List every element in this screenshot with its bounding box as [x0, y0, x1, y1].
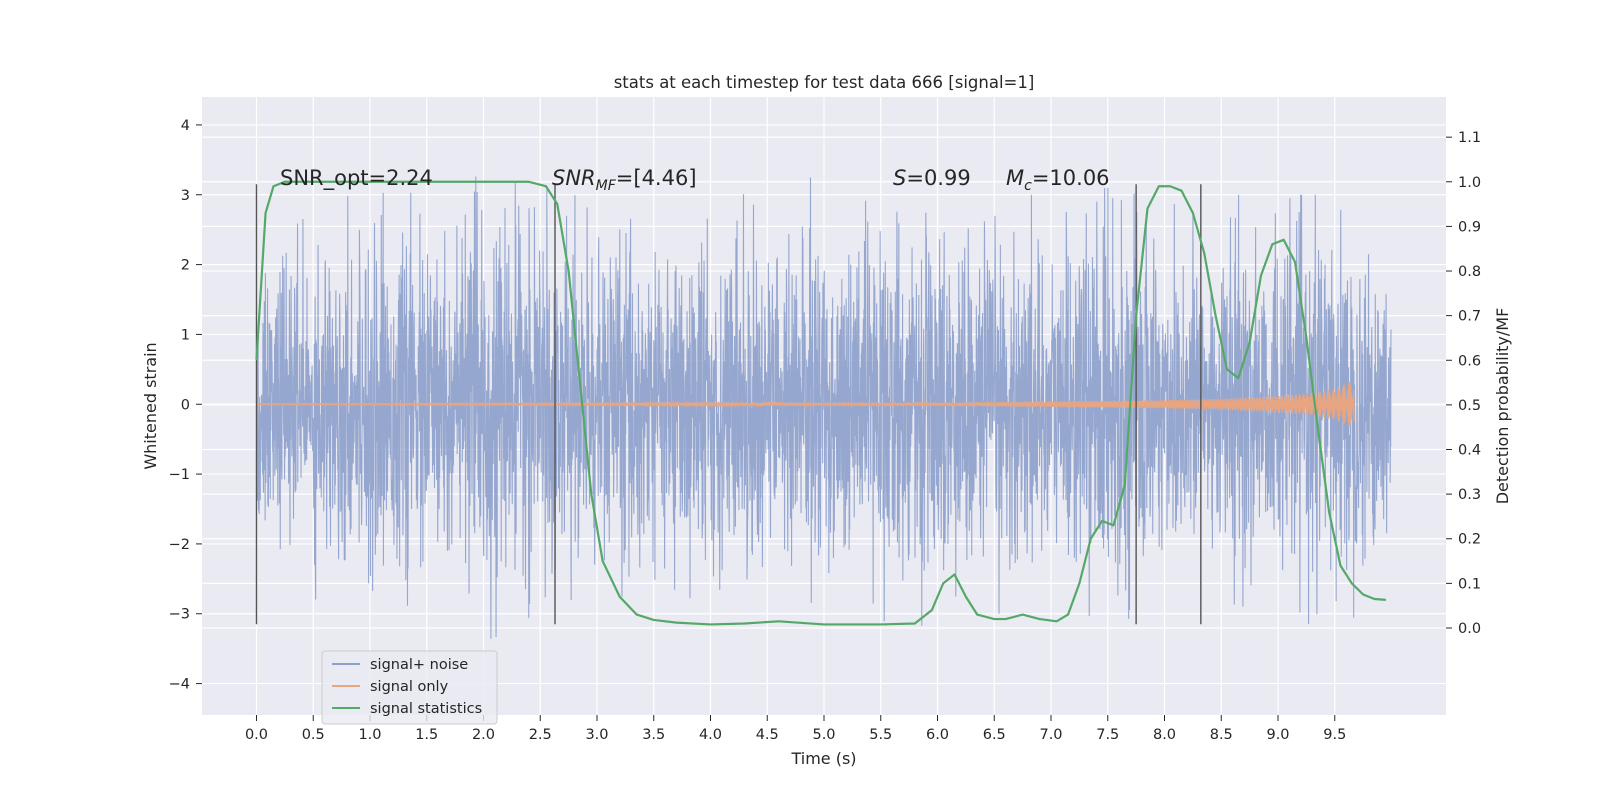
- annotation-mc: Mc=10.06: [1006, 166, 1110, 194]
- x-tick-label: 2.5: [529, 727, 552, 743]
- y-right-tick-label: 0.6: [1458, 353, 1481, 369]
- y-left-axis-label: Whitened strain: [141, 342, 160, 469]
- legend-box: [321, 650, 498, 725]
- y-left-tick-label: 2: [181, 258, 190, 274]
- y-right-tick-label: 0.4: [1458, 443, 1481, 459]
- x-tick-label: 8.0: [1153, 727, 1176, 743]
- s-main: S: [893, 166, 906, 190]
- y-left-tick-label: −2: [169, 537, 190, 553]
- y-left-tick-label: −4: [169, 677, 190, 693]
- chart-title: stats at each timestep for test data 666…: [614, 73, 1035, 92]
- snr-mf-value: =[4.46]: [616, 166, 697, 190]
- signal-only-line: [255, 381, 1355, 427]
- legend-label-signal-only: signal only: [370, 679, 449, 695]
- x-tick-label: 0.5: [302, 727, 325, 743]
- series-signal-noise: [255, 176, 1392, 639]
- x-axis-ticks: 0.0 0.5 1.0 1.5 2.0 2.5 3.0 3.5 4.0 4.5 5.0 5.5 6.0 6…: [245, 715, 1346, 743]
- y-right-tick-label: 0.0: [1458, 621, 1481, 637]
- y-right-tick-label: 1.1: [1458, 130, 1481, 146]
- signal-statistics-line: [255, 180, 1386, 626]
- series-signal-statistics: [255, 180, 1386, 626]
- y-right-tick-label: 0.8: [1458, 264, 1481, 280]
- snr-mf-subscript: MF: [596, 178, 617, 194]
- x-tick-label: 7.0: [1039, 727, 1062, 743]
- y-left-tick-label: 0: [181, 397, 190, 413]
- x-tick-label: 4.0: [699, 727, 722, 743]
- y-left-tick-label: 1: [181, 327, 190, 343]
- mc-main: M: [1006, 166, 1024, 190]
- x-tick-label: 1.0: [358, 727, 381, 743]
- mc-subscript: c: [1024, 178, 1032, 194]
- x-tick-label: 0.0: [245, 727, 268, 743]
- x-tick-label: 3.0: [585, 727, 608, 743]
- x-tick-label: 6.0: [926, 727, 949, 743]
- y-left-tick-label: −3: [169, 607, 190, 623]
- x-axis-label: Time (s): [790, 749, 856, 768]
- annotation-snr-mf: SNRMF=[4.46]: [552, 166, 697, 194]
- x-tick-label: 2.0: [472, 727, 495, 743]
- x-tick-label: 5.0: [812, 727, 835, 743]
- y-left-tick-label: 4: [181, 118, 190, 134]
- x-tick-label: 1.5: [415, 727, 438, 743]
- y-right-tick-label: 0.3: [1458, 487, 1481, 503]
- y-right-tick-label: 0.9: [1458, 219, 1481, 235]
- legend-label-signal-statistics: signal statistics: [370, 701, 482, 717]
- legend: signal+ noise signal only signal statist…: [321, 650, 498, 725]
- annotation-snr-opt: SNR_opt=2.24: [280, 166, 433, 191]
- y-right-axis-ticks: 1.1 1.0 0.9 0.8 0.7 0.6 0.5 0.4 0.3 0.2 0.1 0.0: [1446, 130, 1481, 637]
- annotation-s: S=0.99: [893, 166, 971, 190]
- x-tick-label: 5.5: [869, 727, 892, 743]
- x-tick-label: 3.5: [642, 727, 665, 743]
- y-left-axis-ticks: 4 3 2 1 0 −1 −2 −3 −4: [169, 118, 202, 693]
- y-left-tick-label: −1: [169, 467, 190, 483]
- y-right-tick-label: 0.7: [1458, 309, 1481, 325]
- y-right-tick-label: 1.0: [1458, 175, 1481, 191]
- snr-mf-main: SNR: [552, 166, 596, 190]
- x-tick-label: 9.5: [1323, 727, 1346, 743]
- legend-label-signal-noise: signal+ noise: [370, 657, 468, 673]
- y-left-tick-label: 3: [181, 188, 190, 204]
- x-tick-label: 6.5: [983, 727, 1006, 743]
- y-right-tick-label: 0.2: [1458, 532, 1481, 548]
- x-tick-label: 8.5: [1210, 727, 1233, 743]
- y-right-tick-label: 0.5: [1458, 398, 1481, 414]
- x-tick-label: 7.5: [1096, 727, 1119, 743]
- x-tick-label: 4.5: [756, 727, 779, 743]
- series-signal-only: [255, 381, 1355, 427]
- y-right-axis-label: Detection probability/MF: [1493, 308, 1512, 505]
- y-right-tick-label: 0.1: [1458, 576, 1481, 592]
- s-value: =0.99: [906, 166, 970, 190]
- vertical-markers: [255, 184, 1202, 625]
- x-tick-label: 9.0: [1266, 727, 1289, 743]
- signal-noise-line: [255, 176, 1392, 639]
- mc-value: =10.06: [1032, 166, 1110, 190]
